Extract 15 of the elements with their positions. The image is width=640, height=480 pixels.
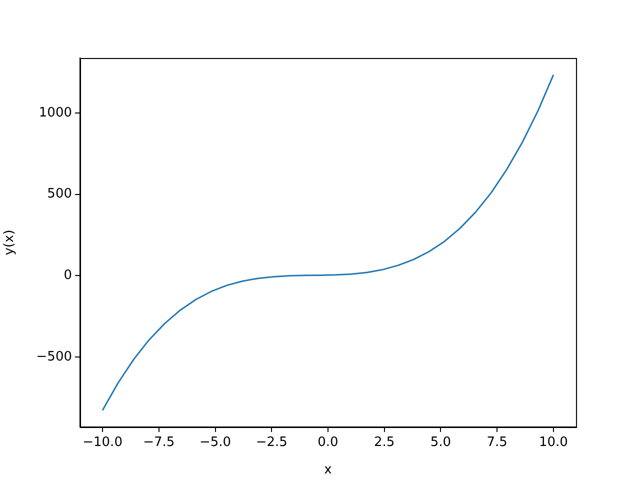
x-tick-label: −7.5 [143, 435, 175, 450]
x-axis-title: x [324, 462, 332, 478]
x-tick-label: 2.5 [374, 435, 395, 450]
x-tick-label: −5.0 [199, 435, 232, 450]
x-tick-label: 5.0 [430, 435, 452, 450]
y-tick-label: 500 [47, 186, 72, 202]
y-tick-label: 1000 [38, 105, 72, 120]
y-tick-label: 0 [64, 268, 72, 284]
y-axis-title: y(x) [2, 230, 18, 256]
x-tick-label: −2.5 [256, 435, 288, 450]
x-tick-label: −10.0 [82, 435, 122, 450]
x-tick-label: 10.0 [538, 435, 568, 450]
y-tick-label: −500 [36, 350, 72, 365]
x-tick-label: 7.5 [486, 435, 508, 450]
x-tick-label: 0.0 [318, 435, 338, 450]
